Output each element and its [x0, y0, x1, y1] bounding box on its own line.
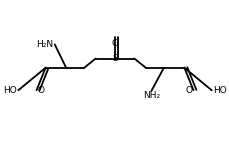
Text: O: O	[38, 86, 44, 95]
Text: O: O	[185, 86, 191, 95]
Text: HO: HO	[212, 86, 226, 95]
Text: S: S	[112, 54, 117, 63]
Text: NH₂: NH₂	[142, 91, 159, 100]
Text: H₂N: H₂N	[36, 40, 53, 49]
Text: HO: HO	[3, 86, 17, 95]
Text: O: O	[111, 39, 118, 48]
